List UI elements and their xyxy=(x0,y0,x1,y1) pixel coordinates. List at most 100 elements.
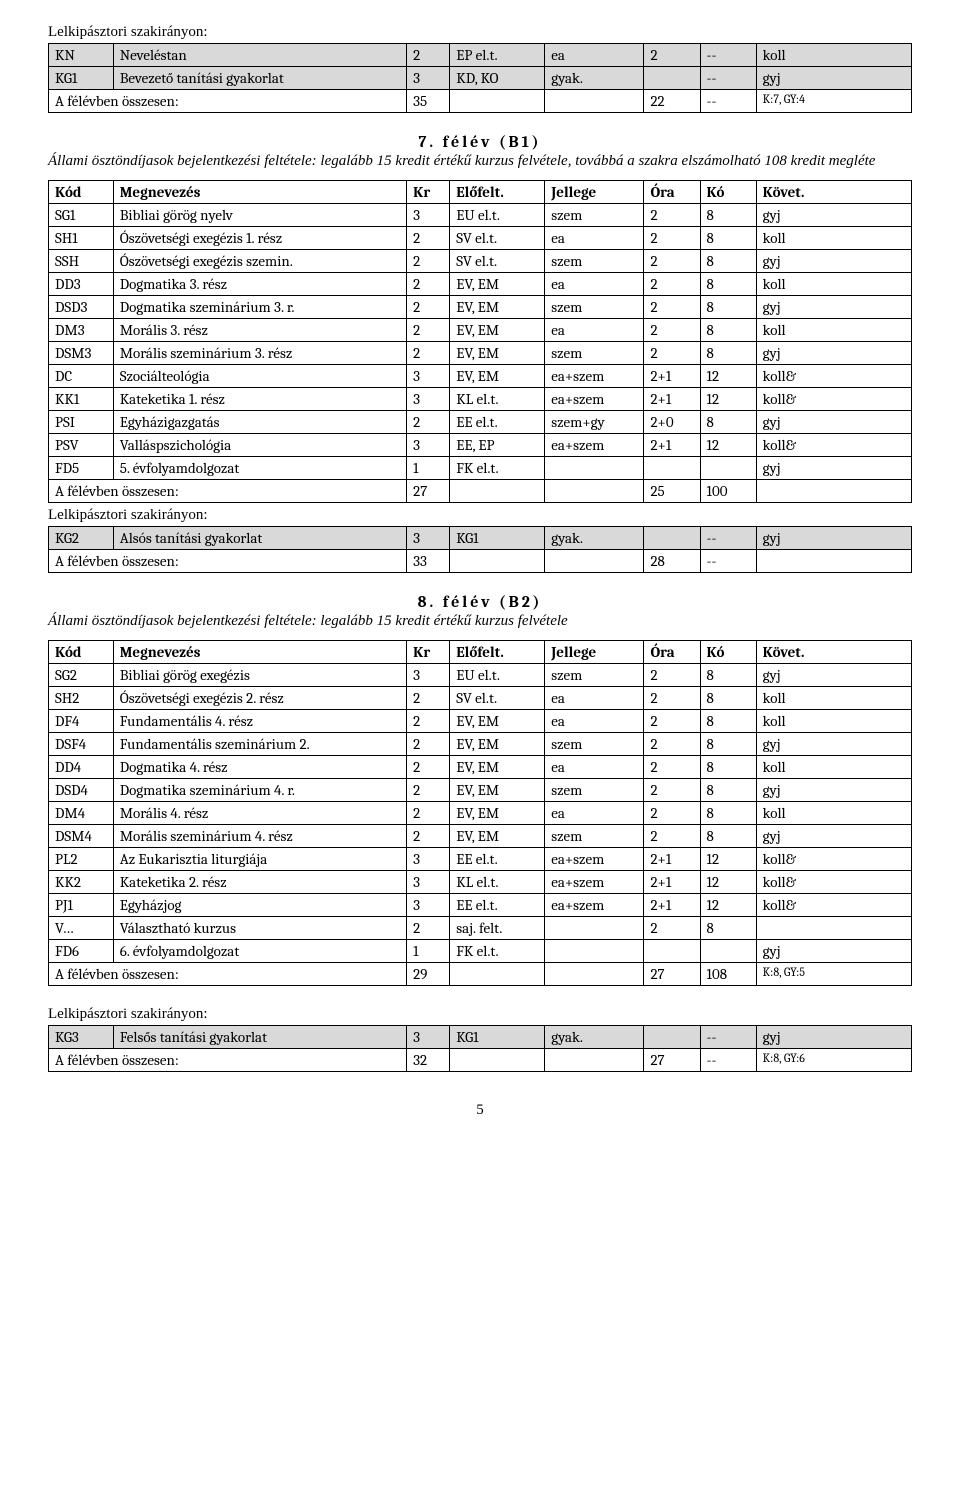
cell: 2 xyxy=(644,710,700,733)
cell: 3 xyxy=(407,894,450,917)
cell: Dogmatika 4. rész xyxy=(113,756,406,779)
cell: 2 xyxy=(644,296,700,319)
cell: 8 xyxy=(700,342,756,365)
table-row: PJ1Egyházjog3EE el.t.ea+szem2+112koll& xyxy=(49,894,912,917)
col-kr: Kr xyxy=(407,641,450,664)
table-row: DM3Morális 3. rész2EV, EMea28koll xyxy=(49,319,912,342)
cell: 32 xyxy=(407,1049,450,1072)
cell: ea xyxy=(545,273,644,296)
cell: 8 xyxy=(700,825,756,848)
cell: ea xyxy=(545,802,644,825)
cell xyxy=(644,527,700,550)
cell: 2 xyxy=(644,342,700,365)
sum-row: A félévben összesen: 29 27 108 K:8, GY:5 xyxy=(49,963,912,986)
sum-label: A félévben összesen: xyxy=(49,1049,407,1072)
cell: ea xyxy=(545,319,644,342)
cell xyxy=(700,457,756,480)
cell: KD, KO xyxy=(450,67,545,90)
cell: EV, EM xyxy=(450,319,545,342)
cell: 2 xyxy=(407,779,450,802)
col-kr: Kr xyxy=(407,181,450,204)
col-elo: Előfelt. xyxy=(450,181,545,204)
header-row: Kód Megnevezés Kr Előfelt. Jellege Óra K… xyxy=(49,641,912,664)
cell: 3 xyxy=(407,1026,450,1049)
cell: szem xyxy=(545,342,644,365)
cell: gyak. xyxy=(545,1026,644,1049)
cell: KG1 xyxy=(450,527,545,550)
cell xyxy=(545,457,644,480)
cell: DC xyxy=(49,365,114,388)
cell: 2 xyxy=(407,227,450,250)
cell: 2 xyxy=(644,779,700,802)
cell: gyj xyxy=(756,67,911,90)
cell: EV, EM xyxy=(450,779,545,802)
cell: PSI xyxy=(49,411,114,434)
cell: Morális szeminárium 3. rész xyxy=(113,342,406,365)
cell: 100 xyxy=(700,480,756,503)
cell: Szociálteológia xyxy=(113,365,406,388)
cell: 28 xyxy=(644,550,700,573)
szakirany-label-1: Lelkipásztori szakirányon: xyxy=(48,24,912,41)
cell: koll xyxy=(756,687,911,710)
table-row: DSF4Fundamentális szeminárium 2.2EV, EMs… xyxy=(49,733,912,756)
cell: koll xyxy=(756,44,911,67)
cell: Bibliai görög exegézis xyxy=(113,664,406,687)
col-ora: Óra xyxy=(644,641,700,664)
cell: ea xyxy=(545,687,644,710)
cell: Morális 3. rész xyxy=(113,319,406,342)
cell: EV, EM xyxy=(450,756,545,779)
cell: DM4 xyxy=(49,802,114,825)
cell: 25 xyxy=(644,480,700,503)
cell: 8 xyxy=(700,227,756,250)
table-row: DSD4Dogmatika szeminárium 4. r.2EV, EMsz… xyxy=(49,779,912,802)
cell: koll& xyxy=(756,434,911,457)
cell: SV el.t. xyxy=(450,687,545,710)
cell: gyj xyxy=(756,664,911,687)
cell: gyj xyxy=(756,411,911,434)
cell: gyj xyxy=(756,527,911,550)
cell: KL el.t. xyxy=(450,388,545,411)
sum-label: A félévben összesen: xyxy=(49,480,407,503)
cell: koll& xyxy=(756,894,911,917)
cell: DSD4 xyxy=(49,779,114,802)
cell: koll xyxy=(756,710,911,733)
cell: -- xyxy=(700,1049,756,1072)
col-ko: Kó xyxy=(700,641,756,664)
cell: Ószövetségi exegézis 1. rész xyxy=(113,227,406,250)
cell: 12 xyxy=(700,365,756,388)
cell: 35 xyxy=(407,90,450,113)
cell: Morális szeminárium 4. rész xyxy=(113,825,406,848)
cell: 3 xyxy=(407,871,450,894)
cell: K:8, GY:6 xyxy=(756,1049,911,1072)
table-b2: Kód Megnevezés Kr Előfelt. Jellege Óra K… xyxy=(48,640,912,986)
cell: SH2 xyxy=(49,687,114,710)
cell: szem+gy xyxy=(545,411,644,434)
cell: DSD3 xyxy=(49,296,114,319)
cell: 8 xyxy=(700,411,756,434)
szakirany-label-3: Lelkipásztori szakirányon: xyxy=(48,1006,912,1023)
cell: -- xyxy=(700,90,756,113)
cell: KK1 xyxy=(49,388,114,411)
cell: K:8, GY:5 xyxy=(756,963,911,986)
cell: 8 xyxy=(700,687,756,710)
table-row: DF4Fundamentális 4. rész2EV, EMea28koll xyxy=(49,710,912,733)
cell: gyj xyxy=(756,204,911,227)
page-number: 5 xyxy=(48,1102,912,1119)
cell: V… xyxy=(49,917,114,940)
cell: szem xyxy=(545,825,644,848)
cell: 8 xyxy=(700,710,756,733)
sum-row: A félévben összesen: 35 22 -- K:7, GY:4 xyxy=(49,90,912,113)
cell: 2 xyxy=(644,825,700,848)
cell xyxy=(756,480,911,503)
cell: ea+szem xyxy=(545,848,644,871)
cell: SG2 xyxy=(49,664,114,687)
cell: 3 xyxy=(407,527,450,550)
cell xyxy=(450,480,545,503)
cell: Neveléstan xyxy=(113,44,406,67)
cell: 2 xyxy=(644,204,700,227)
table-b1b: KG2 Alsós tanítási gyakorlat 3 KG1 gyak.… xyxy=(48,526,912,573)
table-row: DD4Dogmatika 4. rész2EV, EMea28koll xyxy=(49,756,912,779)
cell xyxy=(644,67,700,90)
cell: -- xyxy=(700,527,756,550)
cell: Bevezető tanítási gyakorlat xyxy=(113,67,406,90)
